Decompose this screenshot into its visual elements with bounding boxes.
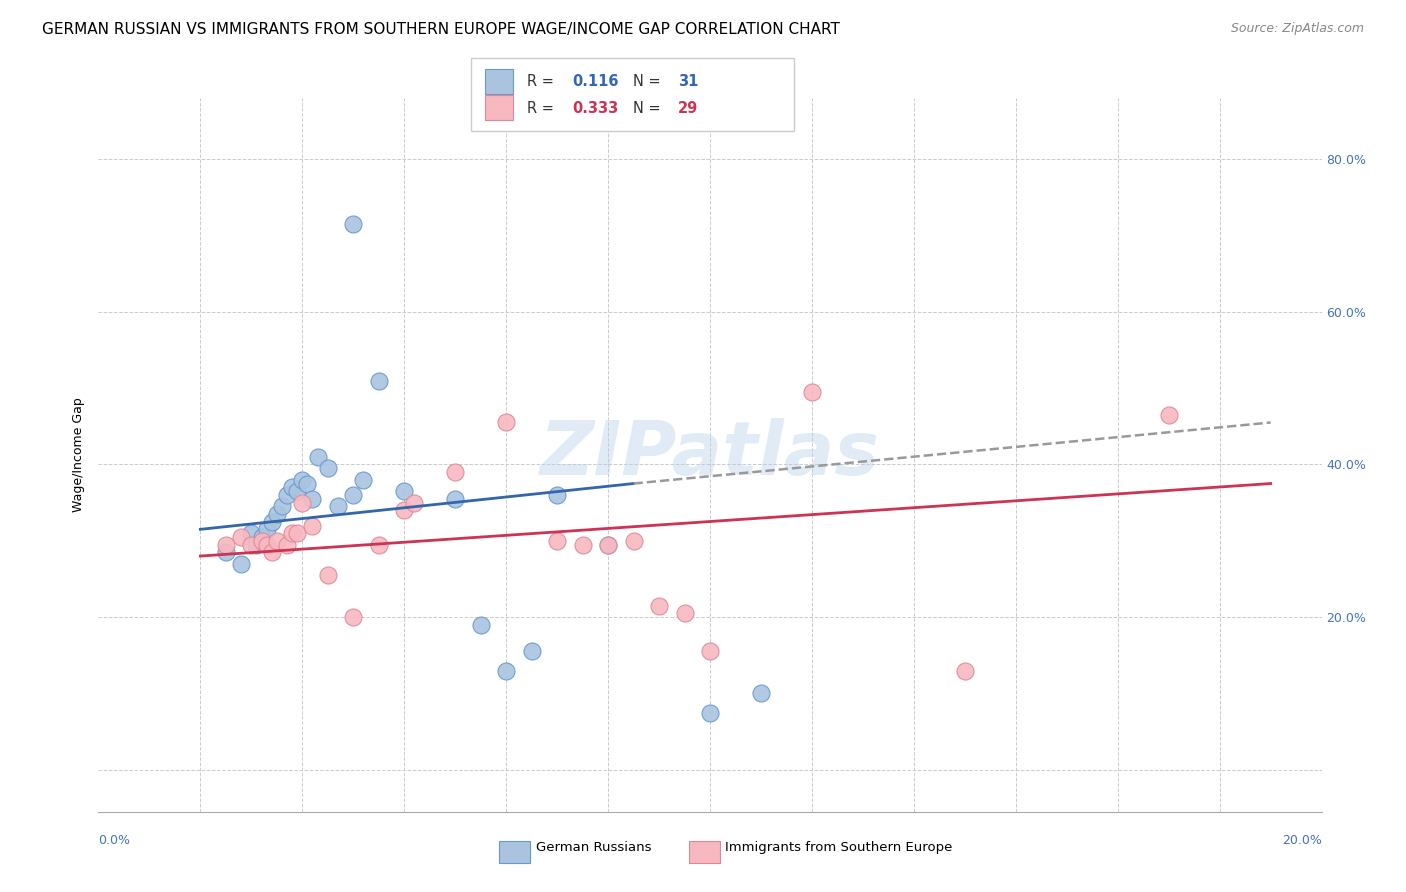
Text: N =: N = xyxy=(633,74,665,89)
Point xyxy=(285,484,308,499)
Point xyxy=(352,473,374,487)
Point xyxy=(367,538,389,552)
Point xyxy=(596,538,619,552)
Point xyxy=(546,488,568,502)
Point xyxy=(250,533,273,548)
Text: German Russians: German Russians xyxy=(536,841,651,855)
Point xyxy=(256,522,278,536)
Point xyxy=(342,610,364,624)
Point xyxy=(623,533,645,548)
Point xyxy=(699,706,721,720)
Text: ZIPatlas: ZIPatlas xyxy=(540,418,880,491)
Point xyxy=(342,488,364,502)
Point xyxy=(800,384,823,399)
Text: 0.116: 0.116 xyxy=(572,74,619,89)
Point xyxy=(215,538,238,552)
Point xyxy=(276,538,298,552)
Point xyxy=(291,495,314,509)
Point xyxy=(260,515,283,529)
Point xyxy=(520,644,543,658)
Point xyxy=(250,530,273,544)
Point xyxy=(215,545,238,559)
Point xyxy=(404,495,426,509)
Point xyxy=(301,491,323,506)
Point xyxy=(260,545,283,559)
Point xyxy=(953,664,976,678)
Point xyxy=(1157,408,1180,422)
Point xyxy=(673,607,696,621)
Point xyxy=(245,538,267,552)
Point xyxy=(266,507,288,521)
Text: Source: ZipAtlas.com: Source: ZipAtlas.com xyxy=(1230,22,1364,36)
Point xyxy=(256,538,278,552)
Point xyxy=(316,568,339,582)
Point xyxy=(495,664,517,678)
Point xyxy=(270,500,294,514)
Text: 31: 31 xyxy=(678,74,697,89)
Point xyxy=(307,450,329,464)
Point xyxy=(301,518,323,533)
Point xyxy=(392,484,416,499)
Text: 0.333: 0.333 xyxy=(572,101,619,116)
Text: R =: R = xyxy=(527,74,558,89)
Point xyxy=(281,526,304,541)
Text: GERMAN RUSSIAN VS IMMIGRANTS FROM SOUTHERN EUROPE WAGE/INCOME GAP CORRELATION CH: GERMAN RUSSIAN VS IMMIGRANTS FROM SOUTHE… xyxy=(42,22,839,37)
Point xyxy=(444,465,467,479)
Text: 0.0%: 0.0% xyxy=(98,834,131,847)
Point xyxy=(231,557,253,571)
Text: 29: 29 xyxy=(678,101,697,116)
Point xyxy=(596,538,619,552)
Point xyxy=(470,617,492,632)
Point xyxy=(266,533,288,548)
Point xyxy=(699,644,721,658)
Point xyxy=(281,480,304,494)
Point xyxy=(392,503,416,517)
Point xyxy=(495,416,517,430)
Text: N =: N = xyxy=(633,101,665,116)
Point xyxy=(316,461,339,475)
Point xyxy=(546,533,568,548)
Text: 20.0%: 20.0% xyxy=(1282,834,1322,847)
Text: R =: R = xyxy=(527,101,558,116)
Point xyxy=(231,530,253,544)
Point xyxy=(240,526,263,541)
Text: Immigrants from Southern Europe: Immigrants from Southern Europe xyxy=(725,841,953,855)
Point xyxy=(240,538,263,552)
Point xyxy=(749,686,772,700)
Point xyxy=(367,374,389,388)
Point xyxy=(285,526,308,541)
Point xyxy=(648,599,671,613)
Point xyxy=(342,217,364,231)
Y-axis label: Wage/Income Gap: Wage/Income Gap xyxy=(72,398,86,512)
Point xyxy=(291,473,314,487)
Point xyxy=(444,491,467,506)
Point xyxy=(326,500,349,514)
Point xyxy=(571,538,593,552)
Point xyxy=(276,488,298,502)
Point xyxy=(297,476,319,491)
